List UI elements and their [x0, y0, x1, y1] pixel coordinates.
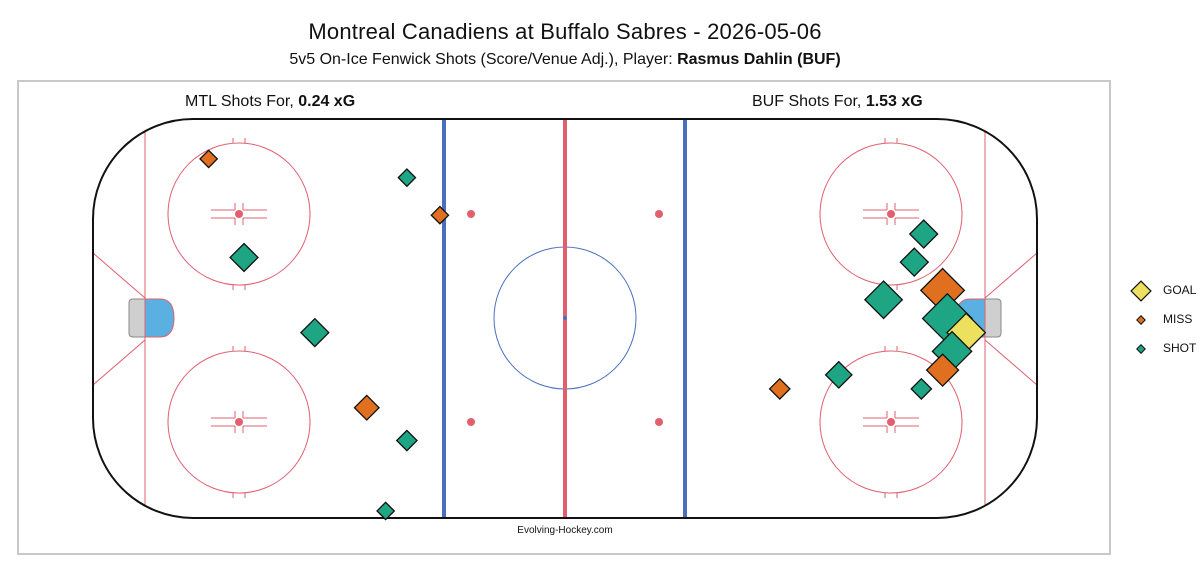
right-team-text: BUF Shots For, — [752, 93, 866, 110]
left-team-label: MTL Shots For, 0.24 xG — [185, 93, 355, 111]
shot-marker-shot — [397, 168, 417, 188]
shot-marker-miss — [768, 377, 791, 400]
shot-marker-miss — [430, 205, 450, 225]
right-trapezoid-bottom — [984, 339, 1037, 386]
faceoff-hashmarks — [167, 138, 963, 498]
shot-marker-shot — [824, 360, 853, 389]
faceoff-dot — [467, 210, 475, 218]
left-team-text: MTL Shots For, — [185, 93, 299, 110]
right-team-label: BUF Shots For, 1.53 xG — [752, 93, 923, 111]
left-net — [128, 298, 146, 338]
legend-item-shot: SHOT — [1128, 336, 1200, 365]
left-team-xg: 0.24 xG — [298, 93, 356, 110]
legend-item-miss: MISS — [1128, 307, 1200, 336]
faceoff-dot — [655, 210, 663, 218]
right-net — [984, 298, 1002, 338]
faceoff-dot — [887, 418, 895, 426]
shot-marker-miss — [199, 149, 219, 169]
shot-marker-shot — [299, 317, 330, 348]
chart-subtitle: 5v5 On-Ice Fenwick Shots (Score/Venue Ad… — [0, 51, 1130, 69]
shot-marker-shot — [899, 247, 930, 278]
rink-boards — [92, 118, 1038, 519]
center-ice-dot — [563, 316, 567, 320]
faceoff-dot — [887, 210, 895, 218]
shot-marker-miss — [353, 394, 380, 421]
shot-marker-shot — [910, 377, 933, 400]
legend-shot-marker — [1136, 344, 1146, 354]
faceoff-dot — [467, 418, 475, 426]
shot-marker-shot — [863, 280, 904, 320]
left-crease — [144, 298, 175, 338]
faceoff-dot — [655, 418, 663, 426]
credit-text: Evolving-Hockey.com — [517, 525, 612, 536]
legend-goal-label: GOAL — [1163, 283, 1197, 297]
shot-marker-shot — [395, 429, 418, 452]
subtitle-player: Rasmus Dahlin (BUF) — [677, 51, 841, 68]
legend-goal-marker — [1130, 280, 1152, 302]
left-trapezoid-top — [93, 252, 146, 299]
plot-frame — [17, 80, 1111, 555]
subtitle-prefix: 5v5 On-Ice Fenwick Shots (Score/Venue Ad… — [289, 51, 678, 68]
faceoff-dot — [235, 418, 243, 426]
legend: GOAL MISS SHOT — [1128, 278, 1200, 365]
shot-marker-shot — [376, 501, 396, 521]
shot-marker-miss — [925, 353, 960, 388]
faceoff-dot — [235, 210, 243, 218]
shot-markers — [199, 149, 987, 521]
left-trapezoid-bottom — [93, 339, 146, 386]
faceoff-dots — [235, 210, 895, 426]
shot-marker-shot — [908, 219, 939, 249]
legend-shot-label: SHOT — [1163, 341, 1197, 355]
right-blue-line — [683, 119, 687, 518]
right-trapezoid-top — [984, 252, 1037, 299]
legend-item-goal: GOAL — [1128, 278, 1200, 307]
chart-title: Montreal Canadiens at Buffalo Sabres - 2… — [308, 19, 822, 44]
legend-miss-label: MISS — [1163, 312, 1193, 326]
right-team-xg: 1.53 xG — [865, 93, 923, 110]
shot-marker-shot — [229, 242, 259, 273]
left-blue-line — [442, 119, 446, 518]
legend-miss-marker — [1136, 315, 1146, 325]
